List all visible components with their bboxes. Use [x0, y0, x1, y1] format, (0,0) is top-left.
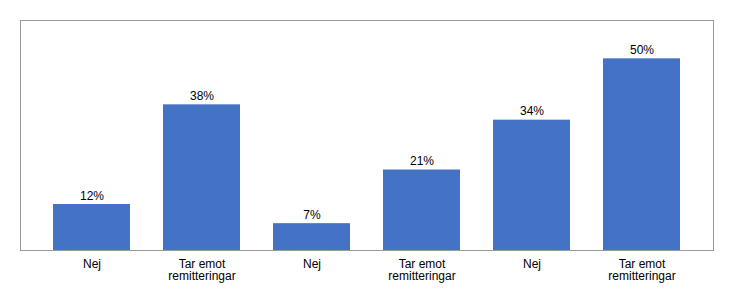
svg-text:Tar emotremitteringar: Tar emotremitteringar: [388, 257, 455, 283]
svg-text:Nej: Nej: [83, 257, 101, 271]
svg-text:50%: 50%: [630, 43, 654, 57]
svg-text:21%: 21%: [410, 154, 434, 168]
svg-text:38%: 38%: [190, 89, 214, 103]
svg-text:12%: 12%: [80, 189, 104, 203]
svg-text:Tar emotremitteringar: Tar emotremitteringar: [168, 257, 235, 283]
svg-text:Nej: Nej: [303, 257, 321, 271]
svg-text:Tar emotremitteringar: Tar emotremitteringar: [608, 257, 675, 283]
svg-text:Nej: Nej: [523, 257, 541, 271]
svg-text:34%: 34%: [520, 104, 544, 118]
svg-text:7%: 7%: [303, 208, 321, 222]
